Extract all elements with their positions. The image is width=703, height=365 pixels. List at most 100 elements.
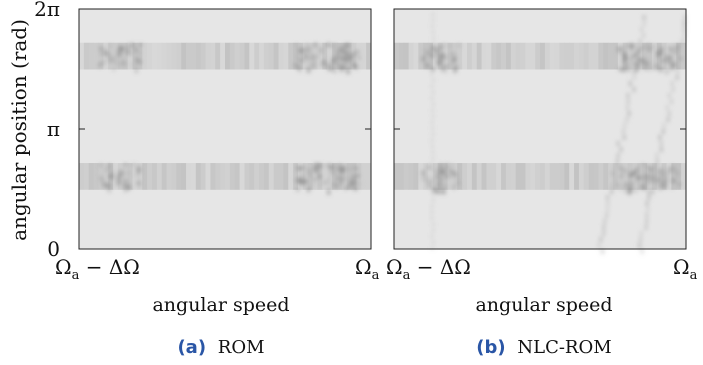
dark-speckle [126,49,130,55]
dark-layer-nlc-rom [421,13,686,254]
band-strip [244,42,250,70]
vertical-trace [432,55,435,58]
dark-speckle [355,174,358,177]
dark-speckle [318,174,322,179]
dark-speckle [672,180,675,184]
dark-speckle [658,186,662,191]
dark-speckle [675,44,678,49]
dark-speckle [296,166,300,169]
dark-speckle [638,57,642,61]
dark-speckle [300,173,305,177]
dark-speckle [444,173,447,179]
dark-speckle [628,189,631,193]
dark-speckle [632,182,635,185]
diagonal-streak [640,249,644,254]
vertical-trace [431,145,434,148]
dark-speckle [308,63,312,66]
dark-speckle [343,44,346,48]
dark-speckle [112,68,116,72]
diagonal-streak [658,135,662,140]
band-strip [476,42,482,70]
dark-speckle [438,179,441,183]
dark-speckle [426,51,428,55]
band-strip [554,163,560,190]
band-strip [501,42,507,70]
dark-speckle [455,172,458,178]
band-strip [593,42,599,70]
dark-speckle [336,177,339,182]
y-tick-2pi: 2π [34,0,60,21]
dark-speckle [138,184,141,188]
dark-speckle [337,169,339,173]
dark-speckle [436,67,439,69]
band-strip [327,163,333,190]
dark-speckle [337,51,340,56]
dark-speckle [618,52,620,55]
dark-speckle [663,66,666,69]
dark-speckle [104,49,107,52]
diagonal-streak [642,33,645,38]
band-strip [361,42,367,70]
dark-speckle [630,49,633,52]
dark-speckle [442,53,445,59]
band-strip [476,163,482,190]
dark-speckle [648,173,650,179]
dark-speckle [303,180,308,184]
dark-speckle [616,183,619,188]
dark-speckle [641,184,646,187]
vertical-trace [432,13,434,16]
dark-speckle [626,63,630,66]
dark-speckle [440,178,442,182]
band-strip [520,163,526,190]
band-strip [418,42,424,70]
band-strip [147,163,153,190]
dark-speckle [329,63,333,69]
band-strip [137,42,143,70]
band-strip [608,42,614,70]
dark-speckle [357,56,361,60]
dark-speckle [295,166,300,171]
dark-speckle [100,62,104,65]
band-strip [471,42,478,70]
dark-speckle [646,179,649,185]
dark-speckle [450,52,454,56]
dark-speckle [333,68,336,73]
diagonal-streak [675,75,679,80]
dark-speckle [658,169,661,172]
dark-speckle [441,176,444,180]
dark-speckle [429,49,432,52]
band-strip [132,163,138,190]
vertical-trace [431,205,433,208]
diagonal-streak [668,93,671,98]
band-strip [408,42,414,70]
dark-speckle [619,47,624,51]
dark-speckle [303,53,308,59]
dark-speckle [352,174,354,180]
dark-speckle [651,180,655,184]
dark-speckle [321,60,326,64]
dark-speckle [296,55,299,58]
dark-speckle [118,46,121,51]
dark-speckle [618,68,621,71]
dark-speckle [444,64,448,69]
dark-speckle [432,188,437,193]
vertical-trace [432,241,435,244]
dark-speckle [650,170,654,172]
dark-speckle [454,65,458,69]
diagonal-streak [671,87,675,92]
diagonal-streak [632,75,636,80]
diagonal-streak [668,111,671,116]
dark-speckle [654,62,657,68]
band-strip [535,42,541,70]
dark-speckle [641,58,644,63]
diagonal-streak [633,63,636,68]
dark-speckle [99,175,102,181]
dark-speckle [652,44,655,49]
dark-speckle [119,171,123,177]
dark-speckle [622,60,626,66]
dark-speckle [340,168,345,174]
dark-speckle [457,43,461,48]
band-strip [171,163,177,190]
diagonal-streak [642,21,646,26]
dark-speckle [649,167,652,173]
